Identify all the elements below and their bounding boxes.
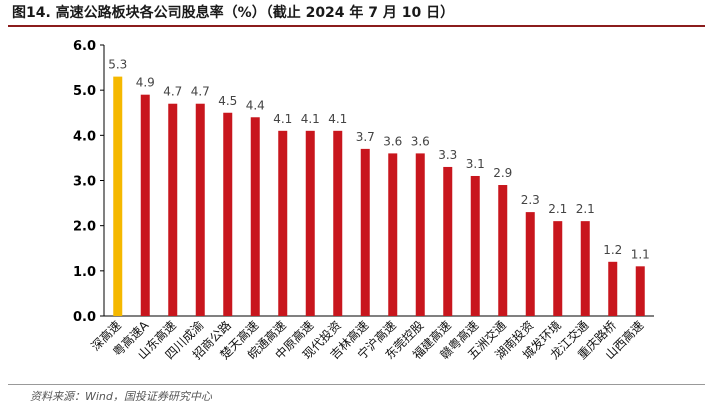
bar bbox=[443, 166, 453, 316]
bar bbox=[333, 130, 343, 316]
footer-rule bbox=[8, 384, 705, 385]
y-tick-label: 5.0 bbox=[73, 84, 96, 99]
bar-value-label: 4.1 bbox=[328, 112, 347, 126]
bar bbox=[305, 130, 315, 316]
bar bbox=[278, 130, 288, 316]
bar bbox=[360, 148, 370, 316]
y-tick-label: 4.0 bbox=[73, 129, 96, 144]
y-tick-label: 1.0 bbox=[73, 265, 96, 280]
bar bbox=[388, 153, 398, 316]
bar-value-label: 4.9 bbox=[136, 76, 155, 90]
bar-value-label: 3.6 bbox=[383, 134, 402, 148]
figure-title: 图14. 高速公路板块各公司股息率（%）（截止 2024 年 7 月 10 日） bbox=[12, 5, 455, 21]
bar bbox=[635, 266, 645, 316]
bar-value-label: 4.4 bbox=[246, 98, 265, 112]
bars bbox=[113, 76, 645, 317]
bar-value-label: 2.1 bbox=[548, 202, 567, 216]
bar bbox=[223, 112, 233, 316]
bar bbox=[498, 185, 508, 316]
bar bbox=[470, 175, 480, 316]
bar-value-label: 3.3 bbox=[438, 148, 457, 162]
bar bbox=[140, 94, 150, 316]
bar bbox=[113, 76, 123, 316]
bar-value-label: 4.7 bbox=[163, 85, 182, 99]
bar bbox=[415, 153, 425, 316]
bar-value-label: 3.6 bbox=[411, 134, 430, 148]
bar bbox=[580, 221, 590, 316]
bar-value-label: 4.1 bbox=[301, 112, 320, 126]
bar-value-label: 5.3 bbox=[108, 58, 127, 72]
title-rule bbox=[8, 25, 705, 27]
bar-value-label: 2.9 bbox=[493, 166, 512, 180]
bar-value-label: 3.1 bbox=[466, 157, 485, 171]
source-note: 资料来源：Wind，国投证券研究中心 bbox=[30, 390, 212, 403]
bar bbox=[250, 117, 260, 317]
bar-value-label: 4.5 bbox=[218, 94, 237, 108]
bar-value-label: 1.2 bbox=[603, 243, 622, 257]
bar bbox=[168, 103, 178, 316]
y-tick-label: 3.0 bbox=[73, 175, 96, 190]
y-tick-label: 0.0 bbox=[73, 310, 96, 325]
y-axis-ticks: 0.0 1.0 2.0 3.0 4.0 5.0 6.0 bbox=[73, 39, 104, 325]
x-axis-labels: 深高速粤高速A山东高速四川成渝招商公路楚天高速皖通高速中原高速现代投资吉林高速宁… bbox=[88, 317, 647, 362]
bar-value-label: 4.7 bbox=[191, 85, 210, 99]
bar-value-label: 4.1 bbox=[273, 112, 292, 126]
bar bbox=[553, 221, 563, 316]
bar-value-label: 2.1 bbox=[576, 202, 595, 216]
bar-value-label: 2.3 bbox=[521, 193, 540, 207]
data-labels: 5.3 4.9 4.7 4.7 4.5 4.4 4.1 4.1 4.1 3.7 3.6 3.6 3.3 3… bbox=[108, 58, 650, 262]
bar bbox=[608, 261, 618, 316]
bar-chart: 0.0 1.0 2.0 3.0 4.0 5.0 6.0 5.3 4.9 4.7 4.7 4.5 4.4… bbox=[73, 39, 654, 362]
bar bbox=[525, 212, 535, 316]
bar bbox=[195, 103, 205, 316]
y-tick-label: 6.0 bbox=[73, 39, 96, 54]
bar-value-label: 3.7 bbox=[356, 130, 375, 144]
y-tick-label: 2.0 bbox=[73, 220, 96, 235]
bar-value-label: 1.1 bbox=[631, 247, 650, 261]
